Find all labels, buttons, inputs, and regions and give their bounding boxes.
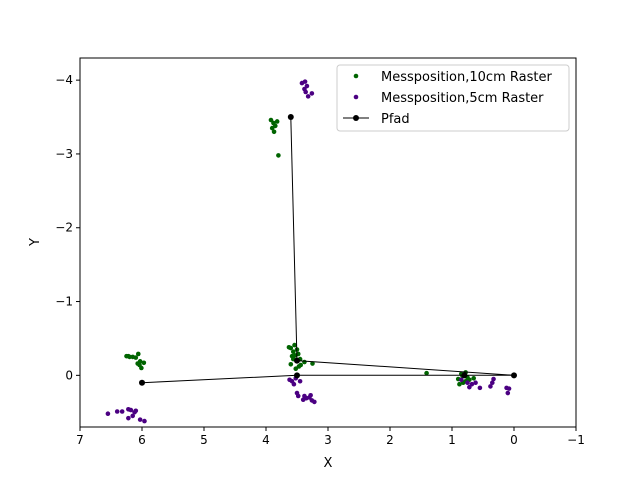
scatter-point xyxy=(105,411,111,417)
scatter-point xyxy=(124,353,129,359)
scatter-point xyxy=(128,407,134,413)
scatter-point xyxy=(473,380,478,386)
scatter-point xyxy=(302,359,307,365)
scatter-point xyxy=(504,385,509,391)
scatter-point xyxy=(457,381,462,387)
path-point xyxy=(511,372,517,379)
scatter-point xyxy=(308,392,313,398)
legend-marker xyxy=(353,115,359,121)
scatter-point xyxy=(312,399,317,405)
scatter-point xyxy=(477,385,483,391)
y-tick-label: −3 xyxy=(55,147,73,161)
scatter-point xyxy=(488,384,493,389)
x-tick-label: 7 xyxy=(76,433,84,447)
legend-box xyxy=(336,64,570,132)
scatter-point xyxy=(287,377,292,383)
scatter-point xyxy=(114,409,120,414)
scatter-point xyxy=(297,378,303,384)
scatter-point xyxy=(491,376,496,382)
scatter-point xyxy=(137,417,143,422)
y-tick-label: −1 xyxy=(55,295,73,309)
scatter-point xyxy=(293,366,299,371)
path-point xyxy=(294,372,300,379)
scatter-point xyxy=(290,349,296,355)
scatter-point xyxy=(274,119,280,124)
scatter-point xyxy=(141,360,147,366)
scatter-point xyxy=(269,125,275,131)
scatter-point xyxy=(292,342,297,348)
scatter-point xyxy=(302,79,308,84)
scatter-point xyxy=(133,355,139,360)
legend-marker xyxy=(353,94,359,100)
scatter-point xyxy=(465,380,470,386)
scatter-point xyxy=(305,94,311,99)
scatter-point xyxy=(130,413,135,419)
scatter-point xyxy=(294,390,300,396)
scatter-point xyxy=(276,153,281,158)
legend-marker xyxy=(353,73,359,79)
path-point xyxy=(294,357,300,364)
x-tick-label: 4 xyxy=(262,433,270,447)
path-line xyxy=(141,116,515,384)
scatter-point xyxy=(298,362,304,368)
scatter-point xyxy=(459,377,464,383)
path-point xyxy=(461,372,468,379)
x-tick-label: −1 xyxy=(567,433,585,447)
path-point xyxy=(139,379,145,386)
y-axis-ticks: −4 −3 −2 −1 0 xyxy=(55,73,80,382)
y-tick-label: −4 xyxy=(55,73,73,87)
x-axis-ticks: 7 6 5 4 3 2 1 0 −1 xyxy=(76,427,585,447)
legend-label: Messposition,10cm Raster xyxy=(381,70,552,85)
x-axis-label: X xyxy=(324,456,333,471)
legend-label: Pfad xyxy=(381,112,410,127)
x-tick-label: 2 xyxy=(386,433,394,447)
scatter-point xyxy=(119,409,125,414)
x-tick-label: 0 xyxy=(510,433,518,447)
data-marks xyxy=(105,79,517,424)
scatter-point xyxy=(302,393,307,399)
y-axis-label: Y xyxy=(28,238,43,247)
scatter-point xyxy=(505,390,511,396)
scatter-point xyxy=(142,418,147,424)
x-tick-label: 3 xyxy=(324,433,332,447)
scatter-point xyxy=(137,359,143,364)
y-tick-label: −2 xyxy=(55,221,73,235)
path-point xyxy=(287,114,294,121)
scatter-point xyxy=(490,380,495,386)
scatter-point xyxy=(132,409,137,415)
scatter-point xyxy=(309,91,315,96)
scatter-point xyxy=(310,361,315,366)
scatter-point xyxy=(126,415,131,421)
scatter-point xyxy=(471,375,477,381)
scatter-point xyxy=(303,89,308,95)
x-tick-label: 5 xyxy=(200,433,208,447)
x-tick-label: 1 xyxy=(448,433,456,447)
scatter-point xyxy=(469,381,475,387)
y-tick-label: 0 xyxy=(65,368,73,382)
scatter-point xyxy=(424,370,429,376)
x-tick-label: 6 xyxy=(138,433,146,447)
legend-label: Messposition,5cm Raster xyxy=(381,91,544,106)
legend: Messposition,10cm Raster Messposition,5cm… xyxy=(336,64,570,132)
scatter-point xyxy=(286,344,292,350)
scatter-point xyxy=(135,351,141,357)
scatter-point xyxy=(271,129,277,135)
scatter-point xyxy=(288,361,294,367)
